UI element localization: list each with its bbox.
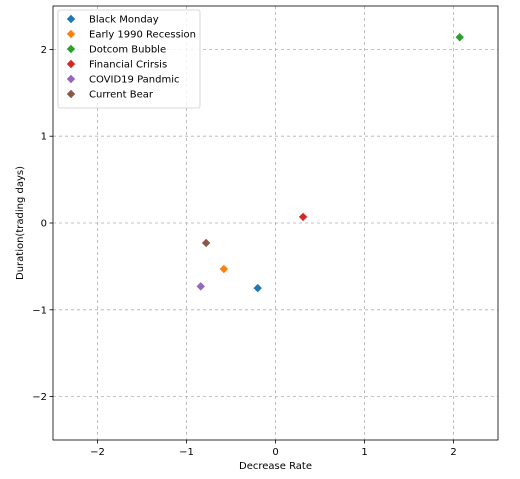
data-point [298,212,308,222]
legend-marker [66,44,76,54]
y-tick-label: 2 [41,45,47,56]
legend-marker [66,89,76,99]
x-tick-label: −2 [90,447,105,458]
y-axis-label: Duration(trading days) [15,166,26,280]
x-tick-label: 2 [450,447,456,458]
y-tick-label: −1 [32,305,47,316]
x-tick-label: 1 [361,447,367,458]
x-tick-label: −1 [179,447,194,458]
y-tick-label: −2 [32,392,47,403]
legend-marker [66,59,76,69]
data-point [219,264,229,274]
legend-label: Current Bear [89,90,154,101]
legend-label: Early 1990 Recession [89,30,196,41]
data-point [455,33,464,42]
legend-label: Black Monday [89,15,159,26]
legend-label: COVID19 Pandmic [89,75,179,86]
legend-marker [66,74,76,84]
legend: Black Monday Early 1990 Recession Dotcom B… [57,9,201,109]
x-tick-label: 0 [272,447,278,458]
legend-box [57,9,201,109]
legend-marker [66,14,76,24]
x-axis-label: Decrease Rate [239,461,312,472]
axis-ticks: −2 −1 0 1 2 −2 −1 0 1 2 [32,45,456,458]
legend-marker [66,29,76,39]
y-tick-label: 0 [41,219,47,230]
legend-label: Dotcom Bubble [89,45,166,56]
data-point [253,283,262,293]
legend-label: Financial Crirsis [89,60,167,71]
data-points [196,33,464,293]
data-point [196,282,205,291]
data-point [201,238,211,248]
y-tick-label: 1 [41,132,47,143]
